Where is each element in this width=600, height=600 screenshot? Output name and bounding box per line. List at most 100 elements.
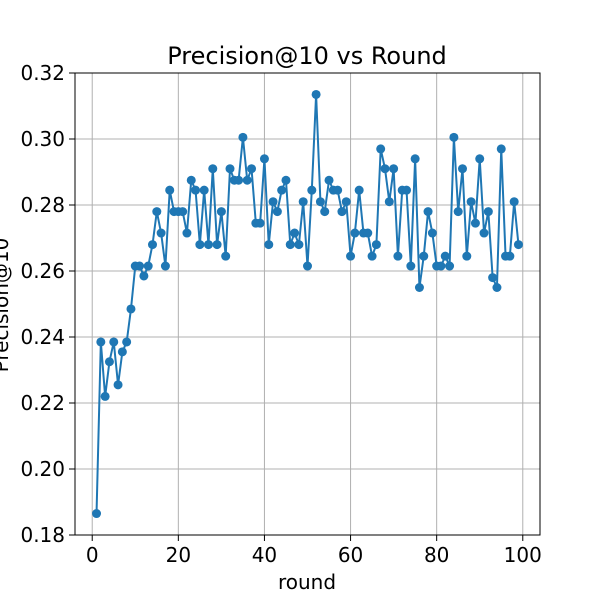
data-point — [337, 207, 347, 217]
data-point — [126, 304, 136, 314]
data-point — [367, 251, 377, 261]
data-point — [483, 207, 493, 217]
data-point — [234, 175, 244, 185]
x-tick-label: 0 — [86, 543, 99, 567]
data-point — [195, 240, 205, 250]
data-point — [242, 175, 252, 185]
data-point — [315, 197, 325, 207]
data-point — [466, 197, 476, 207]
data-point — [199, 185, 209, 195]
data-point — [436, 261, 446, 271]
data-point — [427, 228, 437, 238]
data-point — [470, 218, 480, 228]
data-point — [419, 251, 429, 261]
series-line — [95, 93, 520, 514]
data-point — [458, 164, 467, 174]
data-point — [152, 207, 162, 217]
data-point — [290, 228, 300, 238]
y-tick-label: 0.18 — [20, 523, 65, 547]
x-tick-label: 80 — [424, 543, 449, 567]
data-point — [371, 240, 381, 250]
data-point — [156, 228, 166, 238]
data-point — [221, 251, 231, 261]
data-point — [96, 337, 106, 347]
data-point — [113, 380, 123, 390]
data-point — [376, 144, 386, 154]
data-point — [255, 218, 265, 228]
data-point — [311, 89, 321, 99]
y-axis-label: Precision@10 — [0, 238, 13, 373]
data-point — [294, 240, 304, 250]
data-point — [203, 240, 213, 250]
data-point — [414, 283, 424, 292]
data-point — [117, 347, 127, 357]
data-point — [513, 240, 523, 250]
y-tick-label: 0.30 — [20, 127, 65, 151]
data-point — [363, 228, 373, 238]
data-point — [475, 154, 485, 164]
data-point — [445, 261, 455, 271]
data-point — [402, 185, 412, 195]
data-point — [285, 240, 295, 250]
tick-marks — [69, 72, 524, 541]
data-point — [389, 164, 399, 174]
data-point — [225, 164, 235, 174]
data-point — [100, 391, 110, 401]
data-point — [354, 185, 364, 195]
data-point — [496, 144, 506, 154]
data-point — [259, 154, 269, 164]
data-point — [212, 240, 222, 250]
data-point — [186, 175, 196, 185]
data-point — [247, 164, 257, 174]
data-point — [264, 240, 274, 250]
data-point — [277, 185, 287, 195]
data-point — [341, 197, 351, 207]
data-point — [109, 337, 119, 347]
data-point — [178, 207, 188, 217]
y-tick-label: 0.22 — [20, 391, 65, 415]
data-point — [272, 207, 282, 217]
x-axis-label: round — [278, 570, 336, 594]
data-point — [208, 164, 218, 174]
data-point — [298, 197, 308, 207]
data-point — [191, 185, 201, 195]
data-point — [350, 228, 360, 238]
data-point — [393, 251, 403, 261]
data-point — [380, 164, 390, 174]
data-point — [449, 132, 459, 142]
y-tick-label: 0.24 — [20, 325, 65, 349]
data-point — [333, 185, 343, 195]
data-point — [182, 228, 192, 238]
data-point — [104, 357, 114, 367]
data-point — [410, 154, 420, 164]
data-point — [488, 273, 498, 283]
data-point — [303, 261, 312, 271]
plot-frame — [74, 72, 541, 536]
x-tick-label: 40 — [252, 543, 277, 567]
data-point — [92, 509, 102, 519]
x-tick-label: 60 — [338, 543, 363, 567]
series-layer — [92, 89, 523, 519]
data-point — [160, 261, 170, 271]
data-point — [492, 283, 502, 292]
grid-lines — [75, 72, 540, 536]
tick-labels: 0 20 40 60 80 100 0.18 0.20 0.22 0.24 0.26 0.28 0.30… — [20, 61, 541, 567]
data-point — [238, 132, 248, 142]
axes — [74, 72, 541, 536]
data-point — [143, 261, 153, 271]
data-point — [139, 271, 149, 281]
y-tick-label: 0.26 — [20, 259, 65, 283]
data-point — [320, 207, 330, 217]
x-tick-label: 100 — [504, 543, 542, 567]
data-point — [216, 207, 226, 217]
data-point — [148, 240, 157, 250]
data-point — [462, 251, 472, 261]
data-point — [324, 175, 334, 185]
data-point — [509, 197, 519, 207]
data-point — [384, 197, 394, 207]
data-point — [479, 228, 489, 238]
data-point — [406, 261, 416, 271]
data-point — [281, 175, 291, 185]
data-point — [505, 251, 515, 261]
